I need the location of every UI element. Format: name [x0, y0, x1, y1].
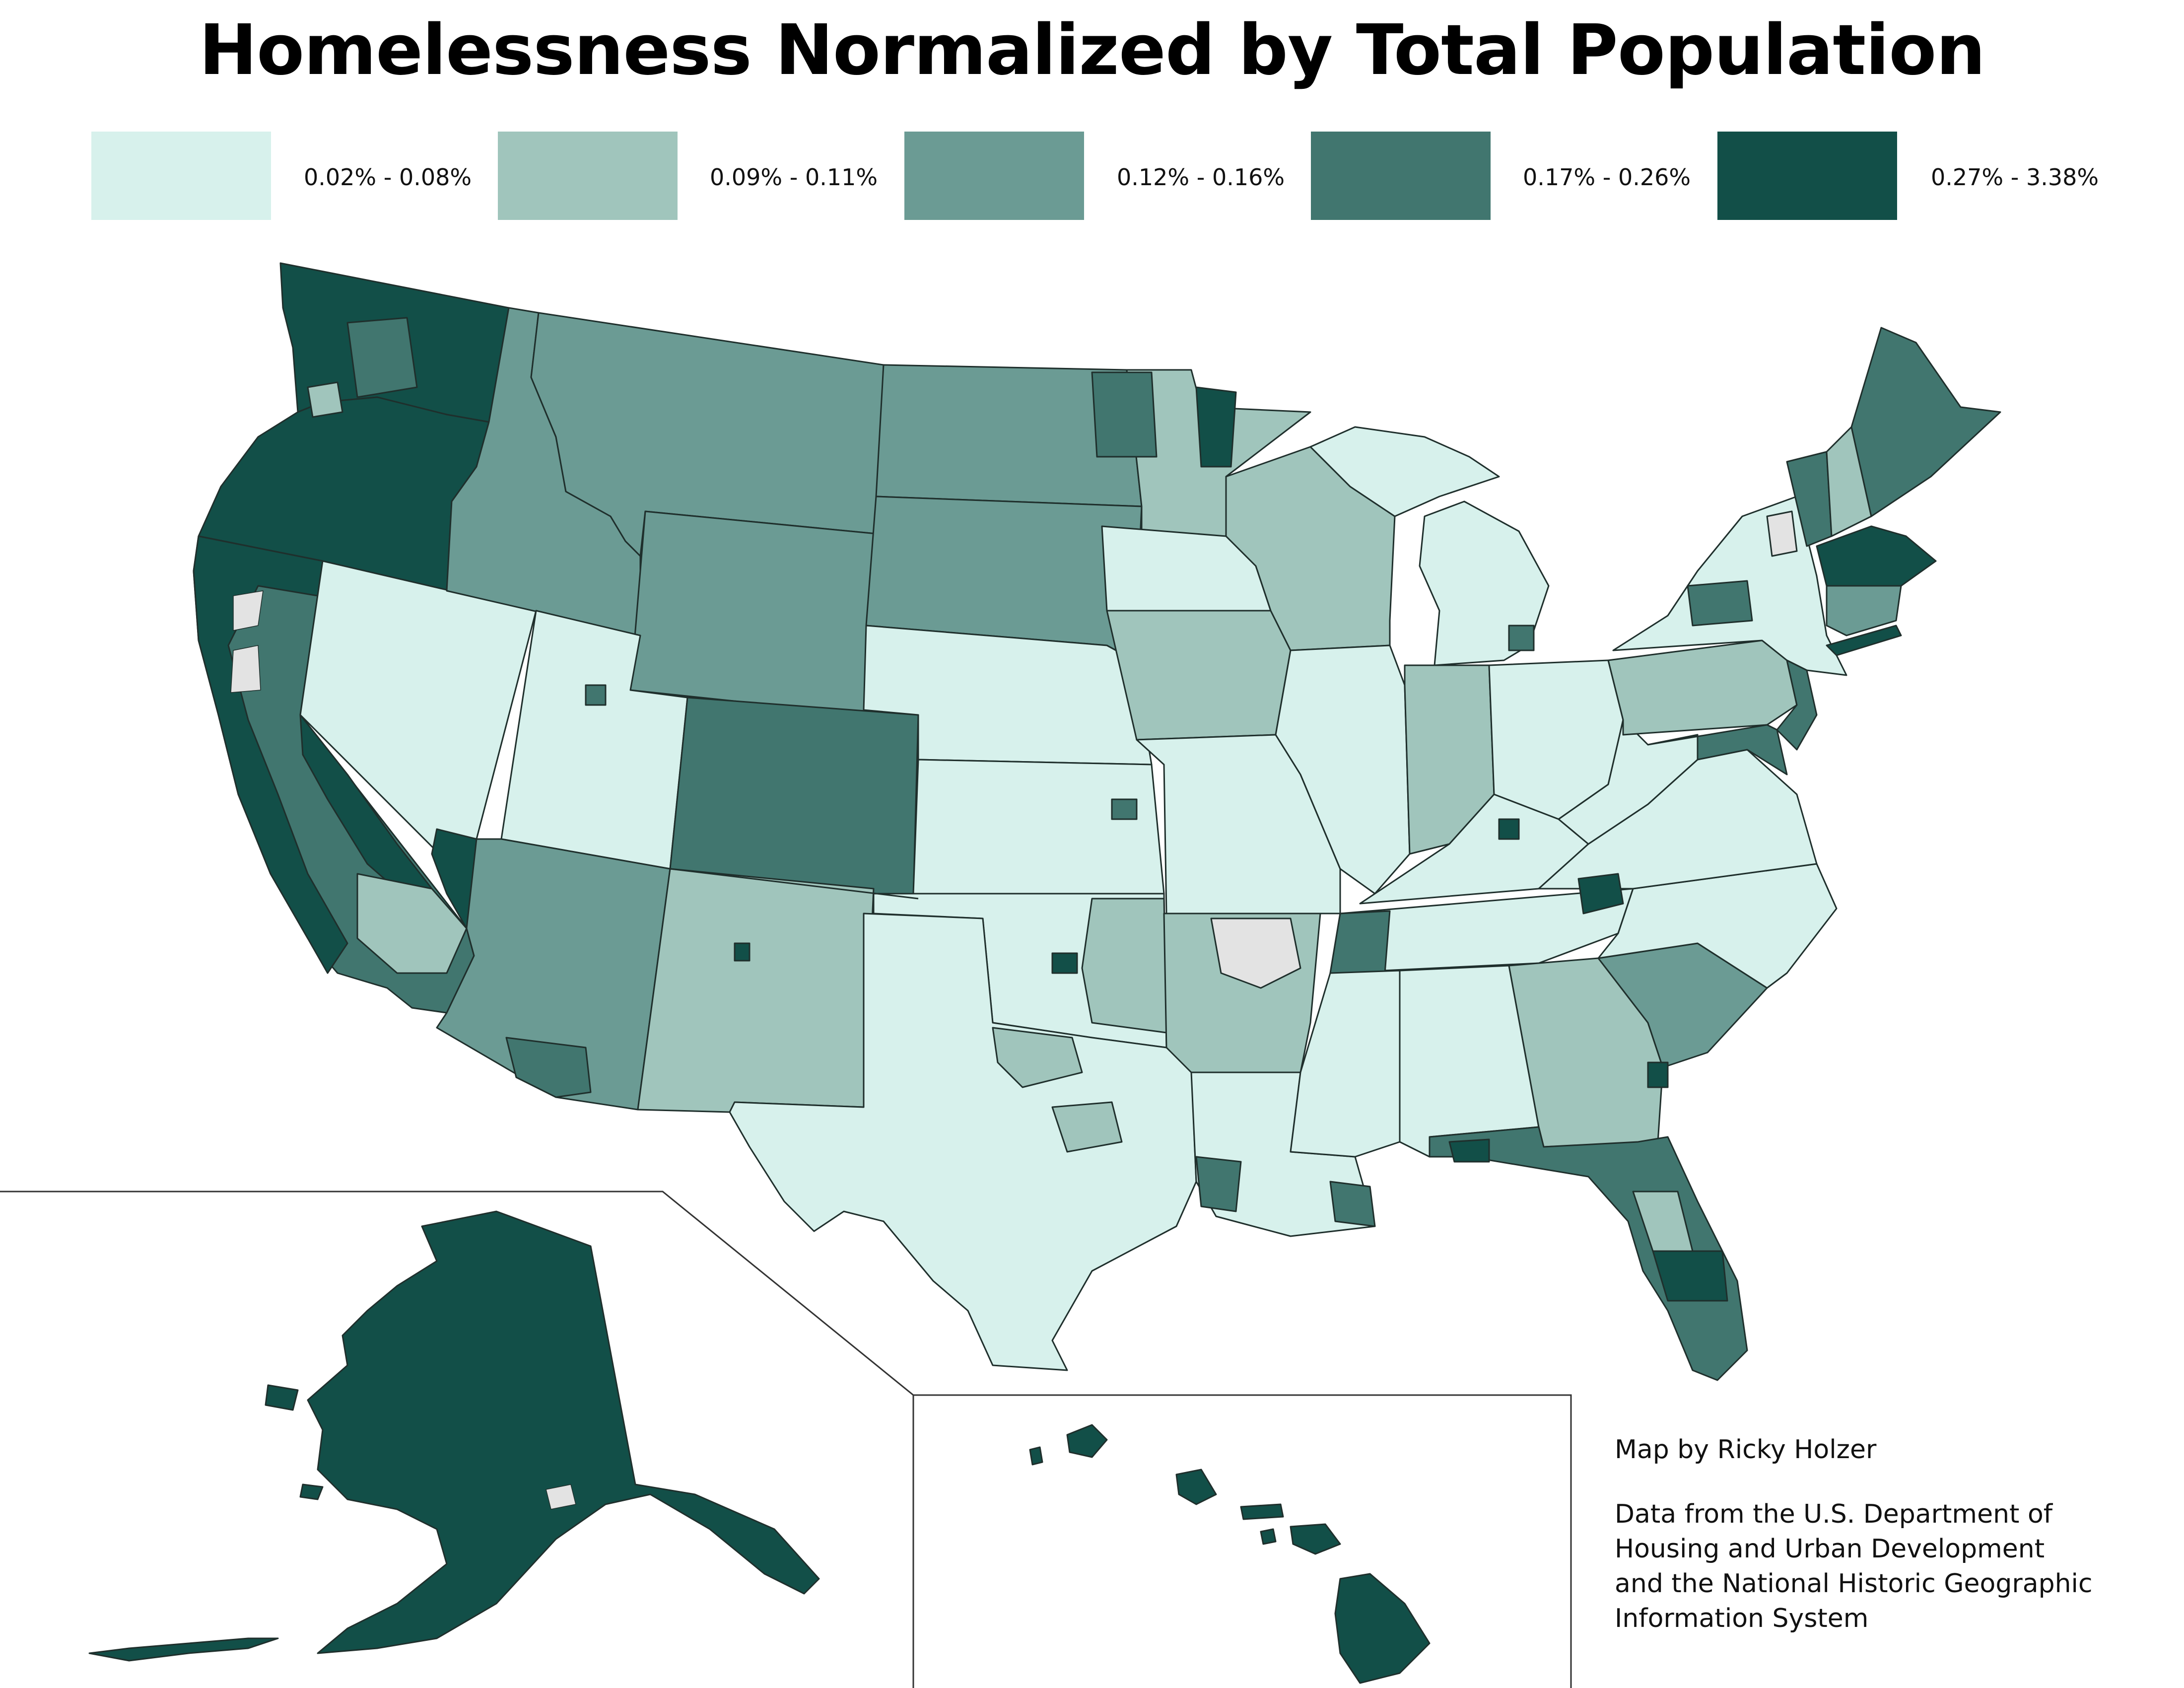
legend-swatch-5: [1717, 132, 1897, 220]
florida-tampa: [1652, 1250, 1728, 1302]
washington-nodata: [307, 381, 343, 418]
missouri-county-mark: [1111, 798, 1138, 820]
legend: [91, 132, 1897, 220]
map-title: Homelessness Normalized by Total Populat…: [199, 10, 1985, 91]
oklahoma-city-mark: [1051, 952, 1078, 974]
louisiana-delta: [1329, 1181, 1376, 1227]
state-wyoming: [629, 510, 877, 716]
hawaii-lanai: [1260, 1528, 1277, 1545]
state-new-jersey: [1776, 659, 1818, 751]
tennessee-east-dark: [1577, 873, 1624, 914]
arkansas-nodata: [1210, 917, 1301, 989]
hawaii-oahu: [1175, 1469, 1217, 1505]
alaska-inset-border: [0, 1191, 914, 1688]
new-mexico-county-mark: [734, 942, 751, 962]
california-nodata-1: [233, 590, 264, 631]
oklahoma-east: [1081, 898, 1167, 1034]
state-texas: [729, 913, 1197, 1371]
new-york-nodata: [1766, 510, 1798, 557]
georgia-coast-dark: [1647, 1061, 1669, 1088]
washington-east-counties: [346, 317, 418, 398]
alaska-island-1: [265, 1384, 299, 1411]
hawaii-kauai: [1066, 1424, 1108, 1458]
legend-swatch-3: [904, 132, 1084, 220]
state-michigan-upper: [1309, 426, 1500, 517]
credit-source-4: Information System: [1615, 1604, 1869, 1633]
louisiana-west: [1195, 1156, 1242, 1212]
texas-panhandle-patches: [992, 1027, 1083, 1088]
colorado-inset-line: [670, 868, 919, 900]
hawaii-niihau: [1029, 1446, 1043, 1466]
minnesota-north-county: [1195, 386, 1237, 468]
texas-dfw: [1051, 1101, 1123, 1153]
hawaii: [1029, 1424, 1431, 1684]
alaska-island-2: [299, 1483, 324, 1500]
hawaii-maui: [1290, 1523, 1341, 1555]
alaska: [88, 1210, 820, 1662]
state-kansas: [912, 759, 1165, 895]
state-maine: [1850, 327, 2001, 517]
credit-source-1: Data from the U.S. Department of: [1615, 1499, 2053, 1529]
state-florida: [1429, 1126, 1748, 1381]
florida-panhandle-dark: [1448, 1138, 1490, 1163]
new-york-central: [1687, 580, 1753, 627]
contiguous-us: [193, 262, 2001, 1381]
legend-swatch-2: [498, 132, 678, 220]
credit-source-2: Housing and Urban Development: [1615, 1534, 2045, 1564]
legend-label-5: 0.27% - 3.38%: [1931, 164, 2099, 191]
state-pennsylvania: [1607, 639, 1798, 736]
state-colorado: [669, 697, 919, 900]
alaska-aleutian: [88, 1637, 279, 1662]
hawaii-molokai: [1240, 1503, 1284, 1520]
arizona-south: [505, 1037, 592, 1098]
california-desert: [356, 873, 468, 974]
kentucky-county-mark: [1498, 818, 1520, 840]
michigan-detroit: [1508, 625, 1535, 651]
long-island: [1826, 625, 1902, 656]
state-connecticut-ri: [1826, 585, 1902, 636]
legend-label-3: 0.12% - 0.16%: [1117, 164, 1285, 191]
hawaii-inset-border: [913, 1394, 1572, 1688]
california-nodata-2: [230, 645, 261, 693]
legend-label-4: 0.17% - 0.26%: [1523, 164, 1691, 191]
state-maryland: [1647, 724, 1788, 775]
tennessee-west: [1329, 910, 1391, 974]
legend-swatch-1: [91, 132, 271, 220]
state-new-mexico: [637, 868, 875, 1113]
legend-swatch-4: [1311, 132, 1491, 220]
state-alaska: [307, 1210, 820, 1654]
state-michigan-lower: [1419, 500, 1550, 666]
credit-source-3: and the National Historic Geographic: [1615, 1569, 2093, 1599]
california-coast-strip: [193, 535, 348, 974]
utah-county-mark: [585, 684, 607, 706]
legend-label-1: 0.02% - 0.08%: [304, 164, 472, 191]
legend-label-2: 0.09% - 0.11%: [710, 164, 878, 191]
hawaii-big-island: [1334, 1573, 1431, 1684]
alaska-nodata: [546, 1484, 576, 1510]
minnesota-northwest: [1091, 371, 1158, 458]
inset-frames: [0, 1191, 1572, 1688]
state-iowa: [1106, 610, 1292, 741]
credit-author: Map by Ricky Holzer: [1615, 1435, 1877, 1465]
